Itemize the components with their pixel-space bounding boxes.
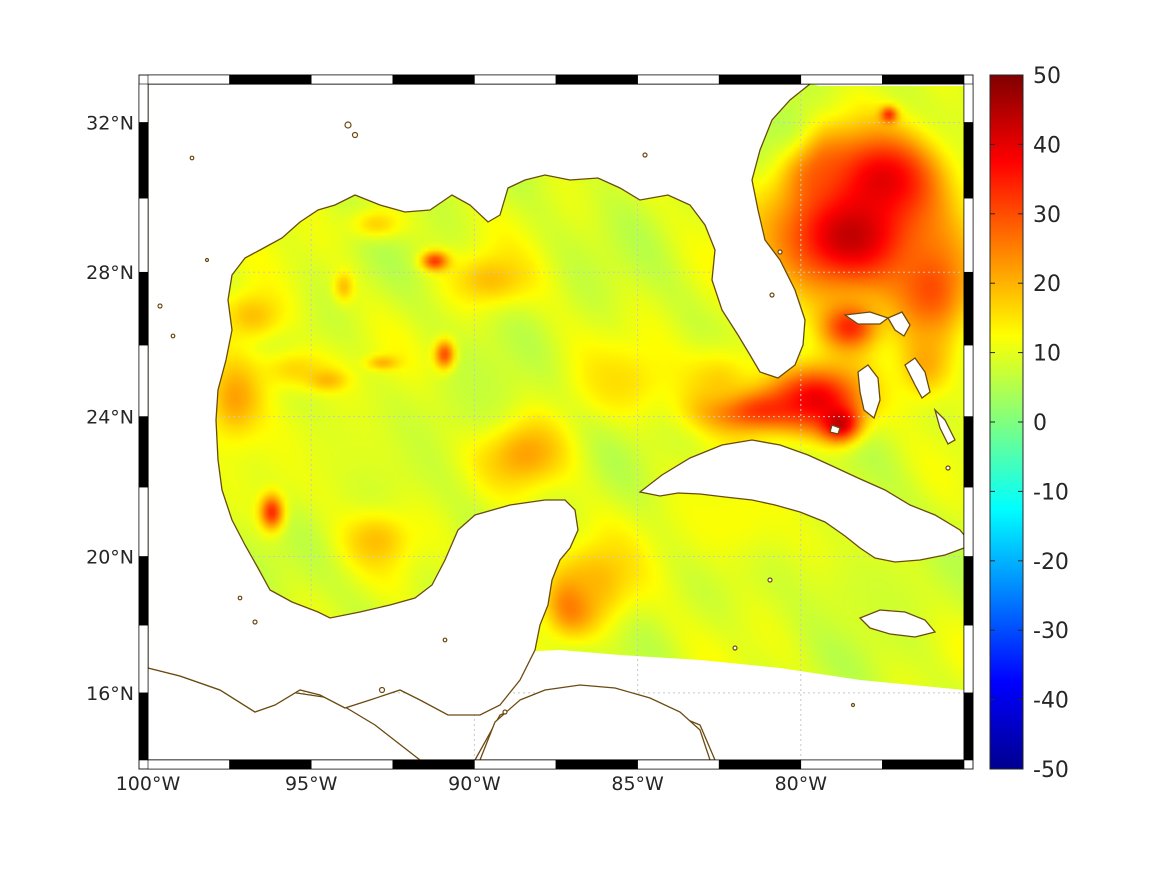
colorbar-tick-label: -30: [1033, 619, 1069, 644]
frame-bar-right: [963, 271, 974, 346]
land-central-america: [479, 684, 711, 760]
frame-bar-right: [963, 83, 974, 123]
colorbar-tick-label: 40: [1033, 133, 1061, 158]
frame-bar-top: [637, 74, 720, 85]
frame-bar-bottom: [392, 759, 475, 770]
frame-bar-left: [138, 692, 149, 761]
frame-bar-bottom: [555, 759, 638, 770]
land-abaco: [887, 311, 911, 337]
colorbar: 50 40 30 20 10 0 -10 -20 -30 -40 -50: [989, 64, 1069, 783]
land-jamaica: [858, 609, 937, 638]
map-frame: [138, 74, 974, 770]
frame-bar-bottom: [474, 759, 557, 770]
frame-bar-right: [963, 344, 974, 417]
latitude-tick-label: 24°N: [86, 407, 134, 429]
frame-bar-left: [138, 122, 149, 199]
latitude-tick-label: 20°N: [86, 546, 134, 568]
frame-bar-left: [138, 556, 149, 626]
frame-bar-bottom: [637, 759, 720, 770]
frame-bar-top: [392, 74, 475, 85]
frame-bar-top: [474, 74, 557, 85]
longitude-tick-label: 80°W: [775, 773, 828, 795]
frame-bar-top: [147, 74, 230, 85]
colorbar-tick-label: 30: [1033, 203, 1061, 228]
colorbar-tick-label: -40: [1033, 689, 1069, 714]
latitude-tick-label: 32°N: [86, 112, 134, 134]
land-andros: [857, 364, 881, 420]
frame-bar-left: [138, 624, 149, 694]
frame-bar-bottom: [229, 759, 312, 770]
colorbar-tick-label: 10: [1033, 342, 1061, 367]
frame-bar-left: [138, 344, 149, 417]
colorbar-tick-label: 20: [1033, 272, 1061, 297]
frame-bar-right: [963, 197, 974, 273]
coastlines: [148, 84, 964, 760]
frame-bar-left: [138, 486, 149, 557]
frame-bar-left: [138, 271, 149, 346]
frame-bar-bottom: [800, 759, 883, 770]
longitude-tick-label: 85°W: [611, 773, 664, 795]
small-islands: [157, 121, 951, 715]
colorbar-tick-label: -50: [1033, 758, 1069, 783]
frame-bar-bottom: [718, 759, 802, 770]
colorbar-tick-label: 50: [1033, 64, 1061, 89]
longitude-labels: 100°W 95°W 90°W 85°W 80°W: [116, 773, 828, 795]
colorbar-tick-label: 0: [1033, 411, 1047, 436]
frame-bar-right: [963, 486, 974, 557]
longitude-tick-label: 95°W: [285, 773, 338, 795]
latitude-labels: 16°N 20°N 24°N 28°N 32°N: [86, 112, 134, 704]
land-us-gulf-coast: [148, 84, 812, 716]
longitude-tick-label: 90°W: [448, 773, 501, 795]
land-grand-bahama: [843, 311, 890, 325]
frame-bar-bottom: [147, 759, 230, 770]
land-cay-sal: [829, 424, 841, 435]
frame-bar-bottom: [310, 759, 394, 770]
frame-bar-right: [963, 556, 974, 626]
frame-bar-top: [229, 74, 312, 85]
land-exuma: [933, 407, 956, 445]
frame-bar-top: [882, 74, 965, 85]
frame-bar-right: [963, 692, 974, 761]
frame-bar-right: [963, 122, 974, 199]
longitude-tick-label: 100°W: [116, 773, 181, 795]
frame-bar-right: [963, 416, 974, 488]
frame-bar-top: [718, 74, 802, 85]
land-cuba: [638, 439, 964, 563]
frame-bar-top: [800, 74, 883, 85]
latitude-tick-label: 28°N: [86, 262, 134, 284]
frame-bar-left: [138, 83, 149, 123]
frame-bar-left: [138, 416, 149, 488]
colorbar-ticks: 50 40 30 20 10 0 -10 -20 -30 -40 -50: [990, 64, 1069, 783]
colorbar-tick-label: -10: [1033, 480, 1069, 505]
latitude-tick-label: 16°N: [86, 683, 134, 705]
frame-bar-top: [310, 74, 394, 85]
frame-bar-top: [555, 74, 638, 85]
frame-bar-left: [138, 197, 149, 273]
frame-bar-bottom: [882, 759, 965, 770]
frame-bar-right: [963, 624, 974, 694]
colorbar-tick-label: -20: [1033, 550, 1069, 575]
land-eleuthera: [904, 357, 931, 399]
